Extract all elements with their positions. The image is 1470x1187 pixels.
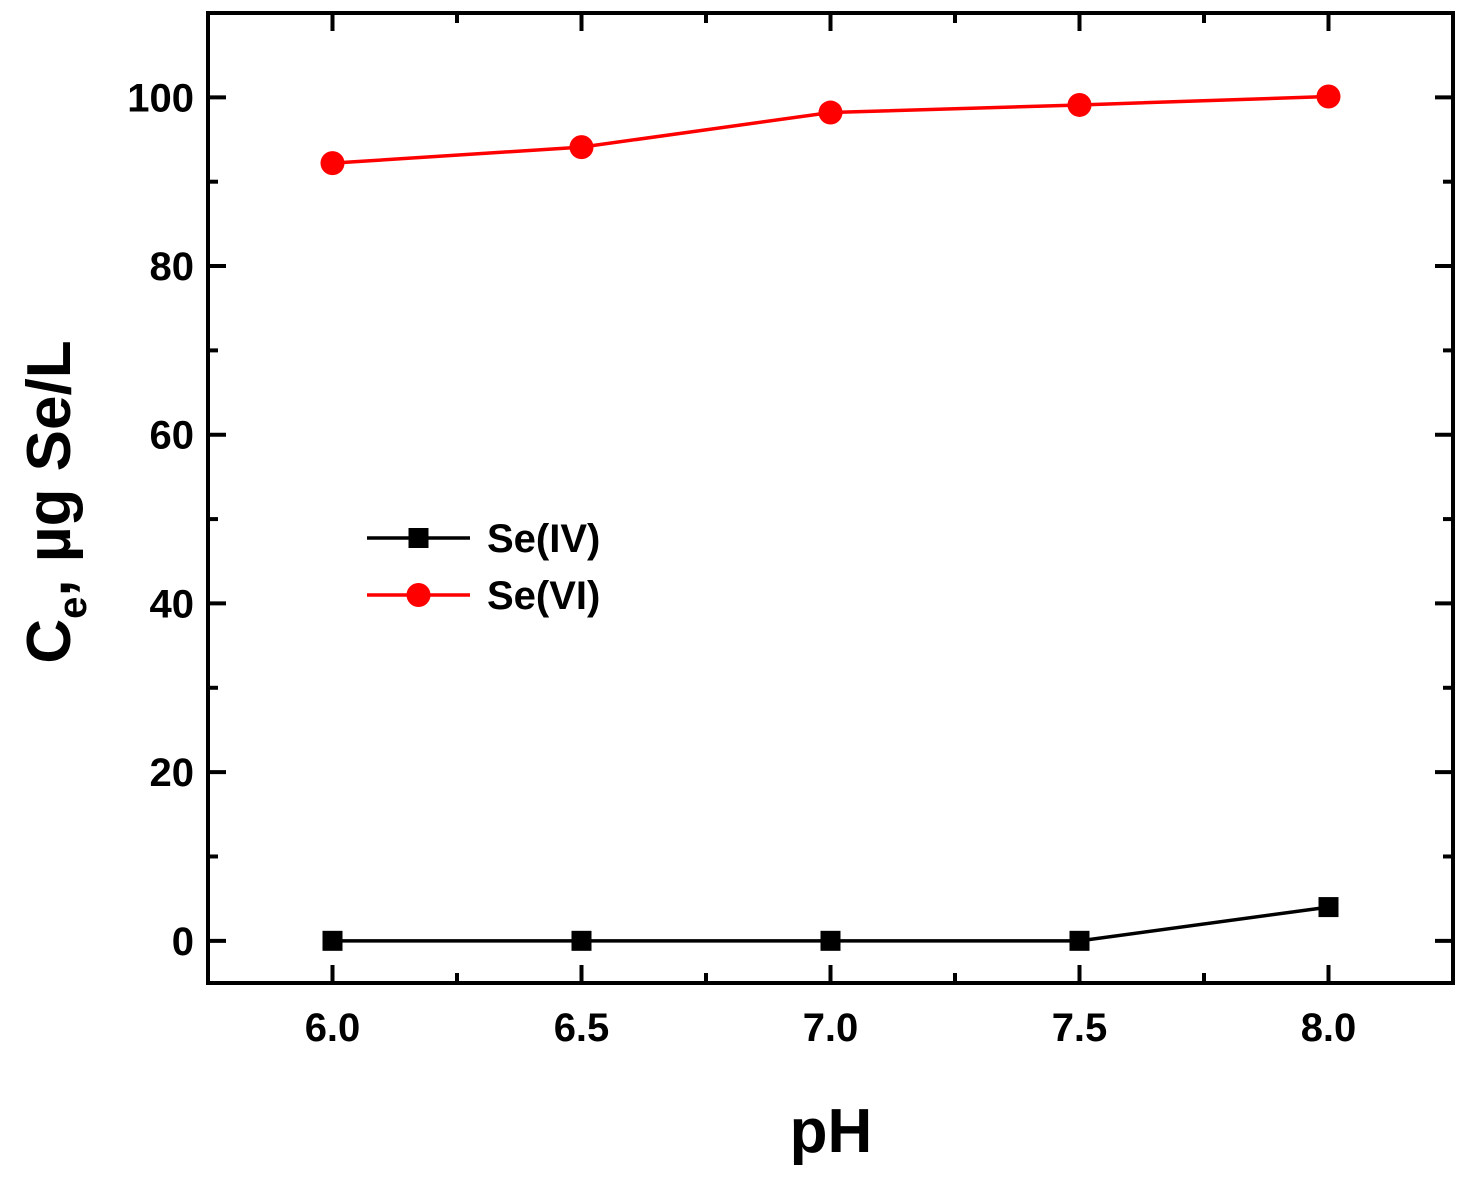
y-axis-title-subscript: e [51, 597, 95, 619]
data-point-se-vi [320, 151, 345, 176]
y-axis-title-suffix: , µg Se/L [15, 340, 84, 596]
series-group [320, 84, 1341, 951]
y-tick-label: 20 [150, 751, 195, 795]
legend-label: Se(VI) [487, 574, 600, 618]
x-tick-label: 6.5 [554, 1006, 610, 1050]
legend: Se(IV) Se(VI) [367, 517, 600, 618]
data-point-se-iv [1069, 930, 1090, 951]
data-point-se-iv [820, 930, 841, 951]
data-point-se-vi [1316, 84, 1341, 109]
data-point-se-iv [571, 930, 592, 951]
y-tick-label: 60 [150, 414, 195, 458]
x-tick-label: 7.0 [803, 1006, 859, 1050]
y-tick-label: 80 [150, 245, 195, 289]
data-point-se-iv [322, 930, 343, 951]
x-tick-label: 7.5 [1052, 1006, 1108, 1050]
axes-group: 6.0 6.5 7.0 7.5 8.0 0 20 40 60 80 100 [127, 11, 1455, 1050]
data-point-se-vi [569, 135, 594, 160]
y-axis-title-main: C [15, 619, 84, 664]
legend-marker [408, 528, 429, 548]
y-axis-title: Ce, µg Se/L [15, 340, 95, 663]
x-tick-label: 6.0 [305, 1006, 361, 1050]
legend-label: Se(IV) [487, 517, 600, 561]
data-point-se-iv [1318, 897, 1339, 918]
legend-marker [406, 583, 431, 607]
x-tick-label: 8.0 [1301, 1006, 1357, 1050]
data-point-se-vi [818, 100, 843, 125]
y-tick-label: 40 [150, 582, 195, 626]
y-tick-label: 100 [127, 76, 194, 120]
data-point-se-vi [1067, 92, 1092, 117]
x-axis-title: pH [790, 1097, 873, 1166]
y-tick-label: 0 [172, 920, 194, 964]
